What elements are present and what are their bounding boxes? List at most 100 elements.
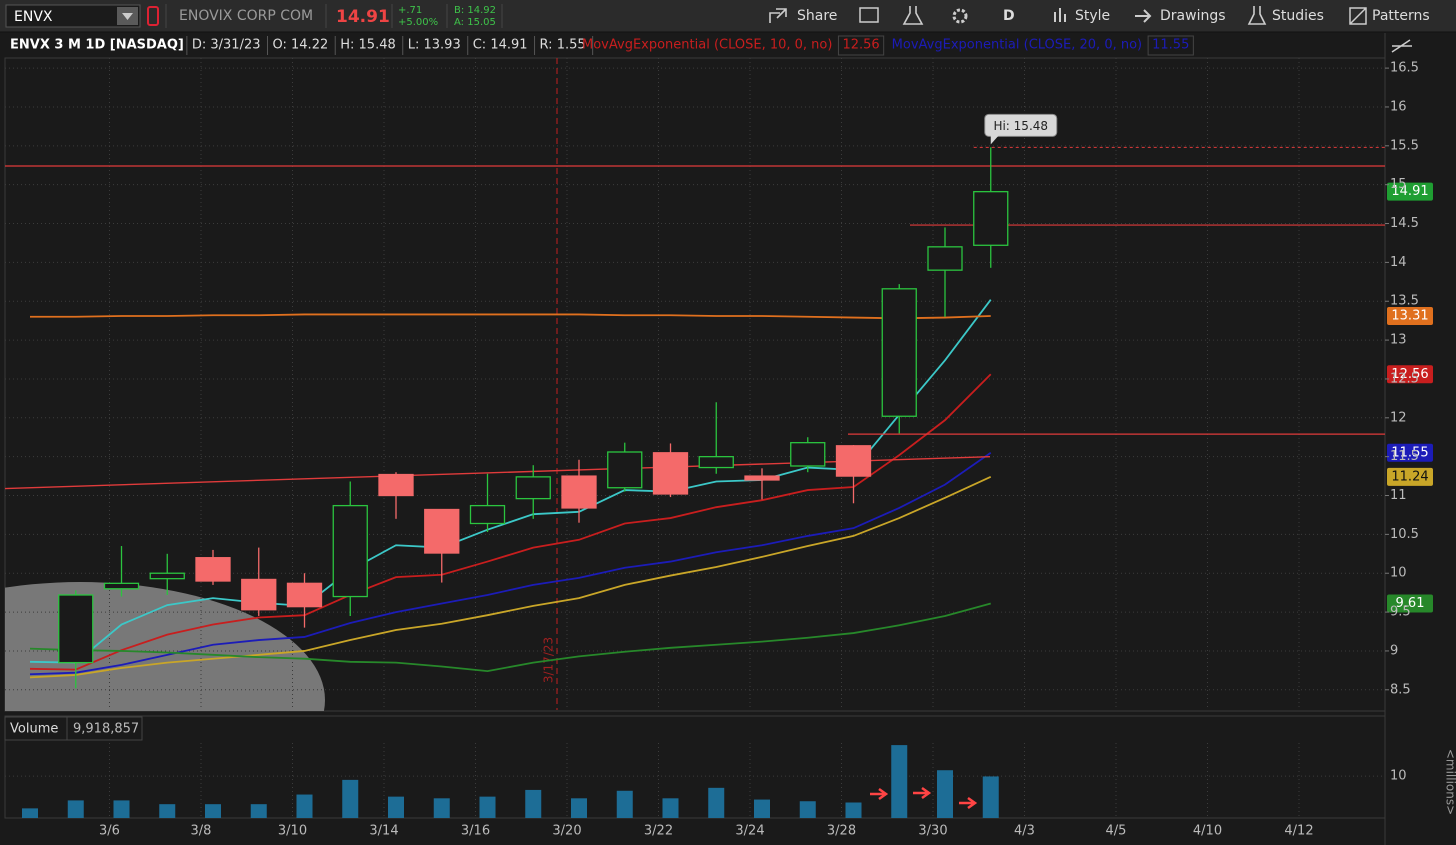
x-tick-label: 3/10 — [278, 824, 307, 839]
study-header — [0, 33, 1456, 57]
arrow — [959, 796, 978, 810]
x-tick-label: 3/8 — [191, 824, 212, 839]
legend-name[interactable]: MovAvgExponential (CLOSE, 20, 0, no) — [892, 38, 1142, 53]
trendline — [5, 455, 991, 490]
candle-body — [58, 594, 94, 664]
study-line — [29, 452, 992, 676]
toolbar-button[interactable]: D — [1003, 8, 1015, 24]
volume-bar — [22, 808, 38, 818]
news-icon[interactable] — [859, 7, 879, 23]
candle-body — [378, 473, 414, 497]
price-badge — [1387, 307, 1433, 326]
candle-body — [286, 582, 323, 608]
y-tick-label: 15.5 — [1390, 138, 1419, 153]
y-tick-label: 12 — [1390, 410, 1407, 425]
price-badge — [1387, 365, 1433, 384]
y-tick-label: 10.5 — [1390, 527, 1419, 542]
y-tick-label: 14 — [1390, 255, 1407, 270]
x-tick-label: 3/16 — [461, 824, 490, 839]
volume-pane — [4, 715, 1386, 819]
y-tick-label: 15 — [1390, 177, 1407, 192]
y-tick-label: 13.5 — [1390, 294, 1419, 309]
volume-plot — [5, 743, 1385, 818]
candle-body — [515, 476, 551, 500]
x-tick-label: 3/20 — [552, 824, 581, 839]
volume-bar — [296, 794, 313, 818]
overlay: Hi: 15.48 12.56 11.55 11.24 9.61 13.31 14.91 — [870, 113, 1433, 810]
arrow — [870, 787, 889, 801]
hi-label: Hi: 15.48 — [993, 119, 1048, 133]
volume-bar — [388, 796, 404, 818]
price-badge-label: 12.56 — [1391, 367, 1428, 382]
header-field: L: 13.93 — [408, 38, 461, 53]
axis-icon[interactable] — [1391, 39, 1412, 53]
settings-icon[interactable] — [952, 8, 968, 24]
price-badge — [1387, 594, 1433, 613]
study-line — [30, 313, 991, 320]
y-tick-label: 10 — [1390, 769, 1407, 784]
volume-bar — [205, 804, 221, 818]
price-badge-label: 13.31 — [1391, 309, 1428, 324]
header-field: O: 14.22 — [273, 38, 329, 53]
volume-bar — [159, 804, 176, 818]
price-plot: 3/17/23 — [5, 58, 1385, 711]
patterns-icon — [1349, 7, 1367, 25]
y-tick-label: 10 — [1390, 566, 1407, 581]
candle-body — [652, 452, 689, 495]
legend-value-box — [1147, 35, 1194, 56]
volume-bar — [982, 776, 999, 818]
price-badge — [1387, 182, 1433, 201]
price-badge-label: 11.55 — [1391, 445, 1428, 460]
candle-body — [561, 475, 597, 509]
volume-bar — [662, 798, 679, 818]
x-tick-label: 3/24 — [735, 824, 764, 839]
last-price: 14.91 — [336, 7, 390, 27]
volume-bar — [891, 745, 908, 818]
toolbar-buttons — [769, 6, 1367, 25]
y-tick-label: 13 — [1390, 333, 1407, 348]
toolbar-button[interactable]: Style — [1075, 8, 1110, 24]
hi-pointer — [990, 135, 999, 145]
net-change: +.71 — [398, 5, 422, 16]
header-field: D: 3/31/23 — [192, 38, 261, 53]
volume-bar — [799, 801, 816, 818]
y-tick-label: 11.5 — [1390, 449, 1419, 464]
legend-name[interactable]: MovAvgExponential (CLOSE, 10, 0, no) — [582, 38, 832, 53]
y-tick-label: 9 — [1390, 643, 1398, 658]
description: ENOVIX CORP COM — [179, 8, 313, 24]
x-tick-label: 4/3 — [1014, 824, 1035, 839]
x-tick-label: 3/28 — [827, 824, 856, 839]
volume-bar — [113, 800, 130, 818]
lab-icon[interactable] — [902, 6, 924, 25]
drawings-icon — [1135, 9, 1152, 23]
toolbar-button[interactable]: Patterns — [1372, 8, 1430, 24]
x-tick-label: 3/14 — [369, 824, 398, 839]
candle-body — [195, 557, 231, 582]
price-pane — [4, 57, 1386, 712]
symbol-box[interactable] — [5, 4, 141, 28]
candle-body — [881, 288, 917, 417]
candle-body — [790, 442, 826, 467]
toolbar — [0, 0, 1456, 32]
candle-body — [835, 445, 872, 477]
x-tick-label: 3/22 — [644, 824, 673, 839]
volume-value: 9,918,857 — [73, 722, 139, 737]
chart-title: ENVX 3 M 1D [NASDAQ] — [10, 38, 184, 53]
legend-value: 12.56 — [842, 38, 879, 53]
legend-value: 11.55 — [1152, 38, 1189, 53]
volume-bar — [479, 796, 496, 818]
candle-body — [698, 456, 734, 469]
alert-icon[interactable] — [147, 6, 159, 26]
dropdown-arrow — [122, 13, 133, 20]
toolbar-button[interactable]: Studies — [1272, 8, 1324, 24]
bid: B: 14.92 — [454, 5, 496, 16]
y-tick-label: 8.5 — [1390, 682, 1411, 697]
price-badge — [1387, 443, 1433, 462]
toolbar-button[interactable]: Drawings — [1160, 8, 1226, 24]
volume-bar — [433, 798, 450, 818]
toolbar-button[interactable]: Share — [797, 8, 837, 24]
price-badge-label: 9.61 — [1396, 596, 1425, 611]
studies-icon — [1247, 6, 1267, 25]
x-tick-label: 4/5 — [1106, 824, 1127, 839]
y-tick-label: 11 — [1390, 488, 1407, 503]
